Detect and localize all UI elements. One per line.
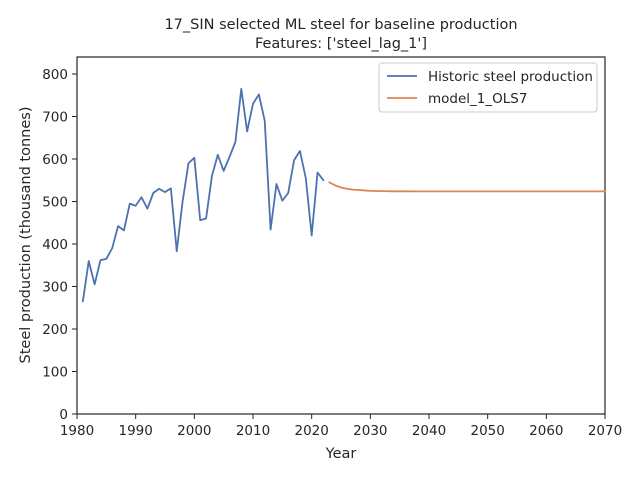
- y-tick-label: 700: [42, 110, 68, 126]
- chart-title: 17_SIN selected ML steel for baseline pr…: [164, 17, 517, 33]
- x-tick-label: 1990: [118, 423, 152, 439]
- legend-label-historic: Historic steel production: [428, 69, 593, 85]
- x-tick-label: 2040: [412, 423, 446, 439]
- y-tick-label: 600: [42, 152, 68, 168]
- legend-label-model: model_1_OLS7: [428, 91, 527, 107]
- x-tick-label: 2010: [236, 423, 270, 439]
- y-tick-label: 0: [59, 407, 68, 423]
- y-axis-label: Steel production (thousand tonnes): [18, 107, 34, 364]
- x-tick-label: 2070: [588, 423, 622, 439]
- series-layer: [81, 87, 606, 303]
- x-axis-label: Year: [325, 446, 357, 462]
- x-tick-label: 2000: [177, 423, 211, 439]
- x-tick-label: 2030: [353, 423, 387, 439]
- y-tick-label: 300: [42, 280, 68, 296]
- x-tick-label: 2060: [529, 423, 563, 439]
- y-tick-label: 500: [42, 195, 68, 211]
- y-tick-label: 200: [42, 322, 68, 338]
- x-tick-label: 2050: [470, 423, 504, 439]
- legend-box: [378, 62, 598, 113]
- series-line-1: [328, 181, 606, 193]
- y-tick-label: 400: [42, 237, 68, 253]
- series-line-0: [81, 87, 325, 303]
- chart-subtitle: Features: ['steel_lag_1']: [255, 36, 427, 52]
- y-axis: 0 100 200 300 400 500 600 700 800: [42, 67, 77, 423]
- legend: Historic steel production model_1_OLS7: [378, 62, 598, 113]
- x-tick-label: 2020: [294, 423, 328, 439]
- x-tick-label: 1980: [60, 423, 94, 439]
- y-tick-label: 800: [42, 67, 68, 83]
- x-axis: 1980 1990 2000 2010 2020 2030 2040 2050 2060 2070: [60, 414, 622, 439]
- plot-frame: [76, 56, 606, 415]
- y-tick-label: 100: [42, 365, 68, 381]
